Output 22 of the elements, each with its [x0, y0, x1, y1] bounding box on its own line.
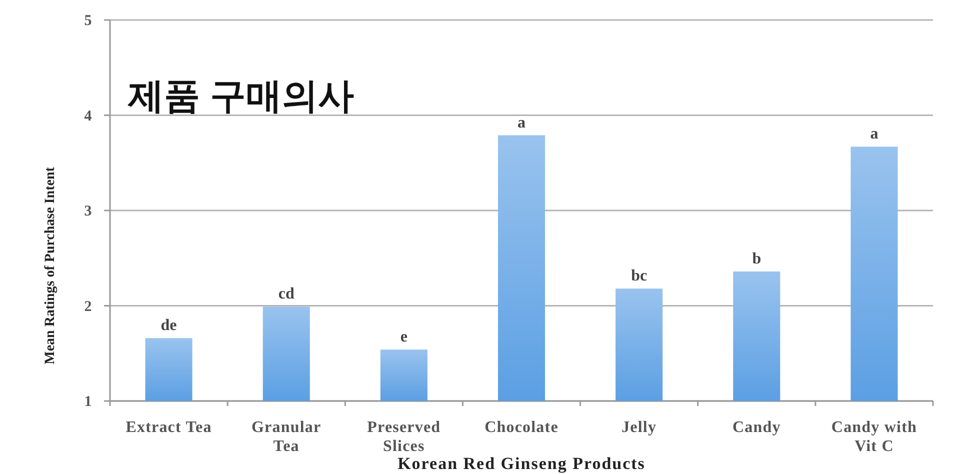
data-label: b — [752, 250, 762, 268]
x-tick-label: Candy with Vit C — [831, 419, 918, 455]
x-tick-label: Candy — [732, 419, 781, 436]
y-tick-label: 5 — [84, 13, 92, 29]
data-label: a — [870, 126, 878, 143]
y-tick-label: 2 — [84, 298, 92, 315]
x-tick-label: Preserved Slices — [367, 419, 441, 455]
text: 제품 구매의사 — [127, 75, 354, 116]
x-tick-label: Jelly — [622, 419, 657, 436]
y-axis-title: Mean Ratings of Purchase Intent — [43, 166, 58, 364]
x-tick-label: Extract Tea — [126, 419, 212, 436]
x-axis-title: Korean Red Ginseng Products — [398, 454, 646, 473]
x-tick-label: Chocolate — [484, 419, 558, 436]
data-label: e — [400, 328, 408, 346]
y-tick-label: 4 — [84, 108, 92, 124]
data-label: bc — [631, 268, 648, 285]
y-tick-label: 1 — [84, 394, 92, 410]
y-tick-label: 3 — [84, 204, 92, 220]
data-label: de — [160, 317, 177, 334]
x-tick-label: Granular Tea — [252, 419, 322, 455]
data-label: cd — [278, 286, 294, 303]
data-label: a — [518, 114, 526, 132]
